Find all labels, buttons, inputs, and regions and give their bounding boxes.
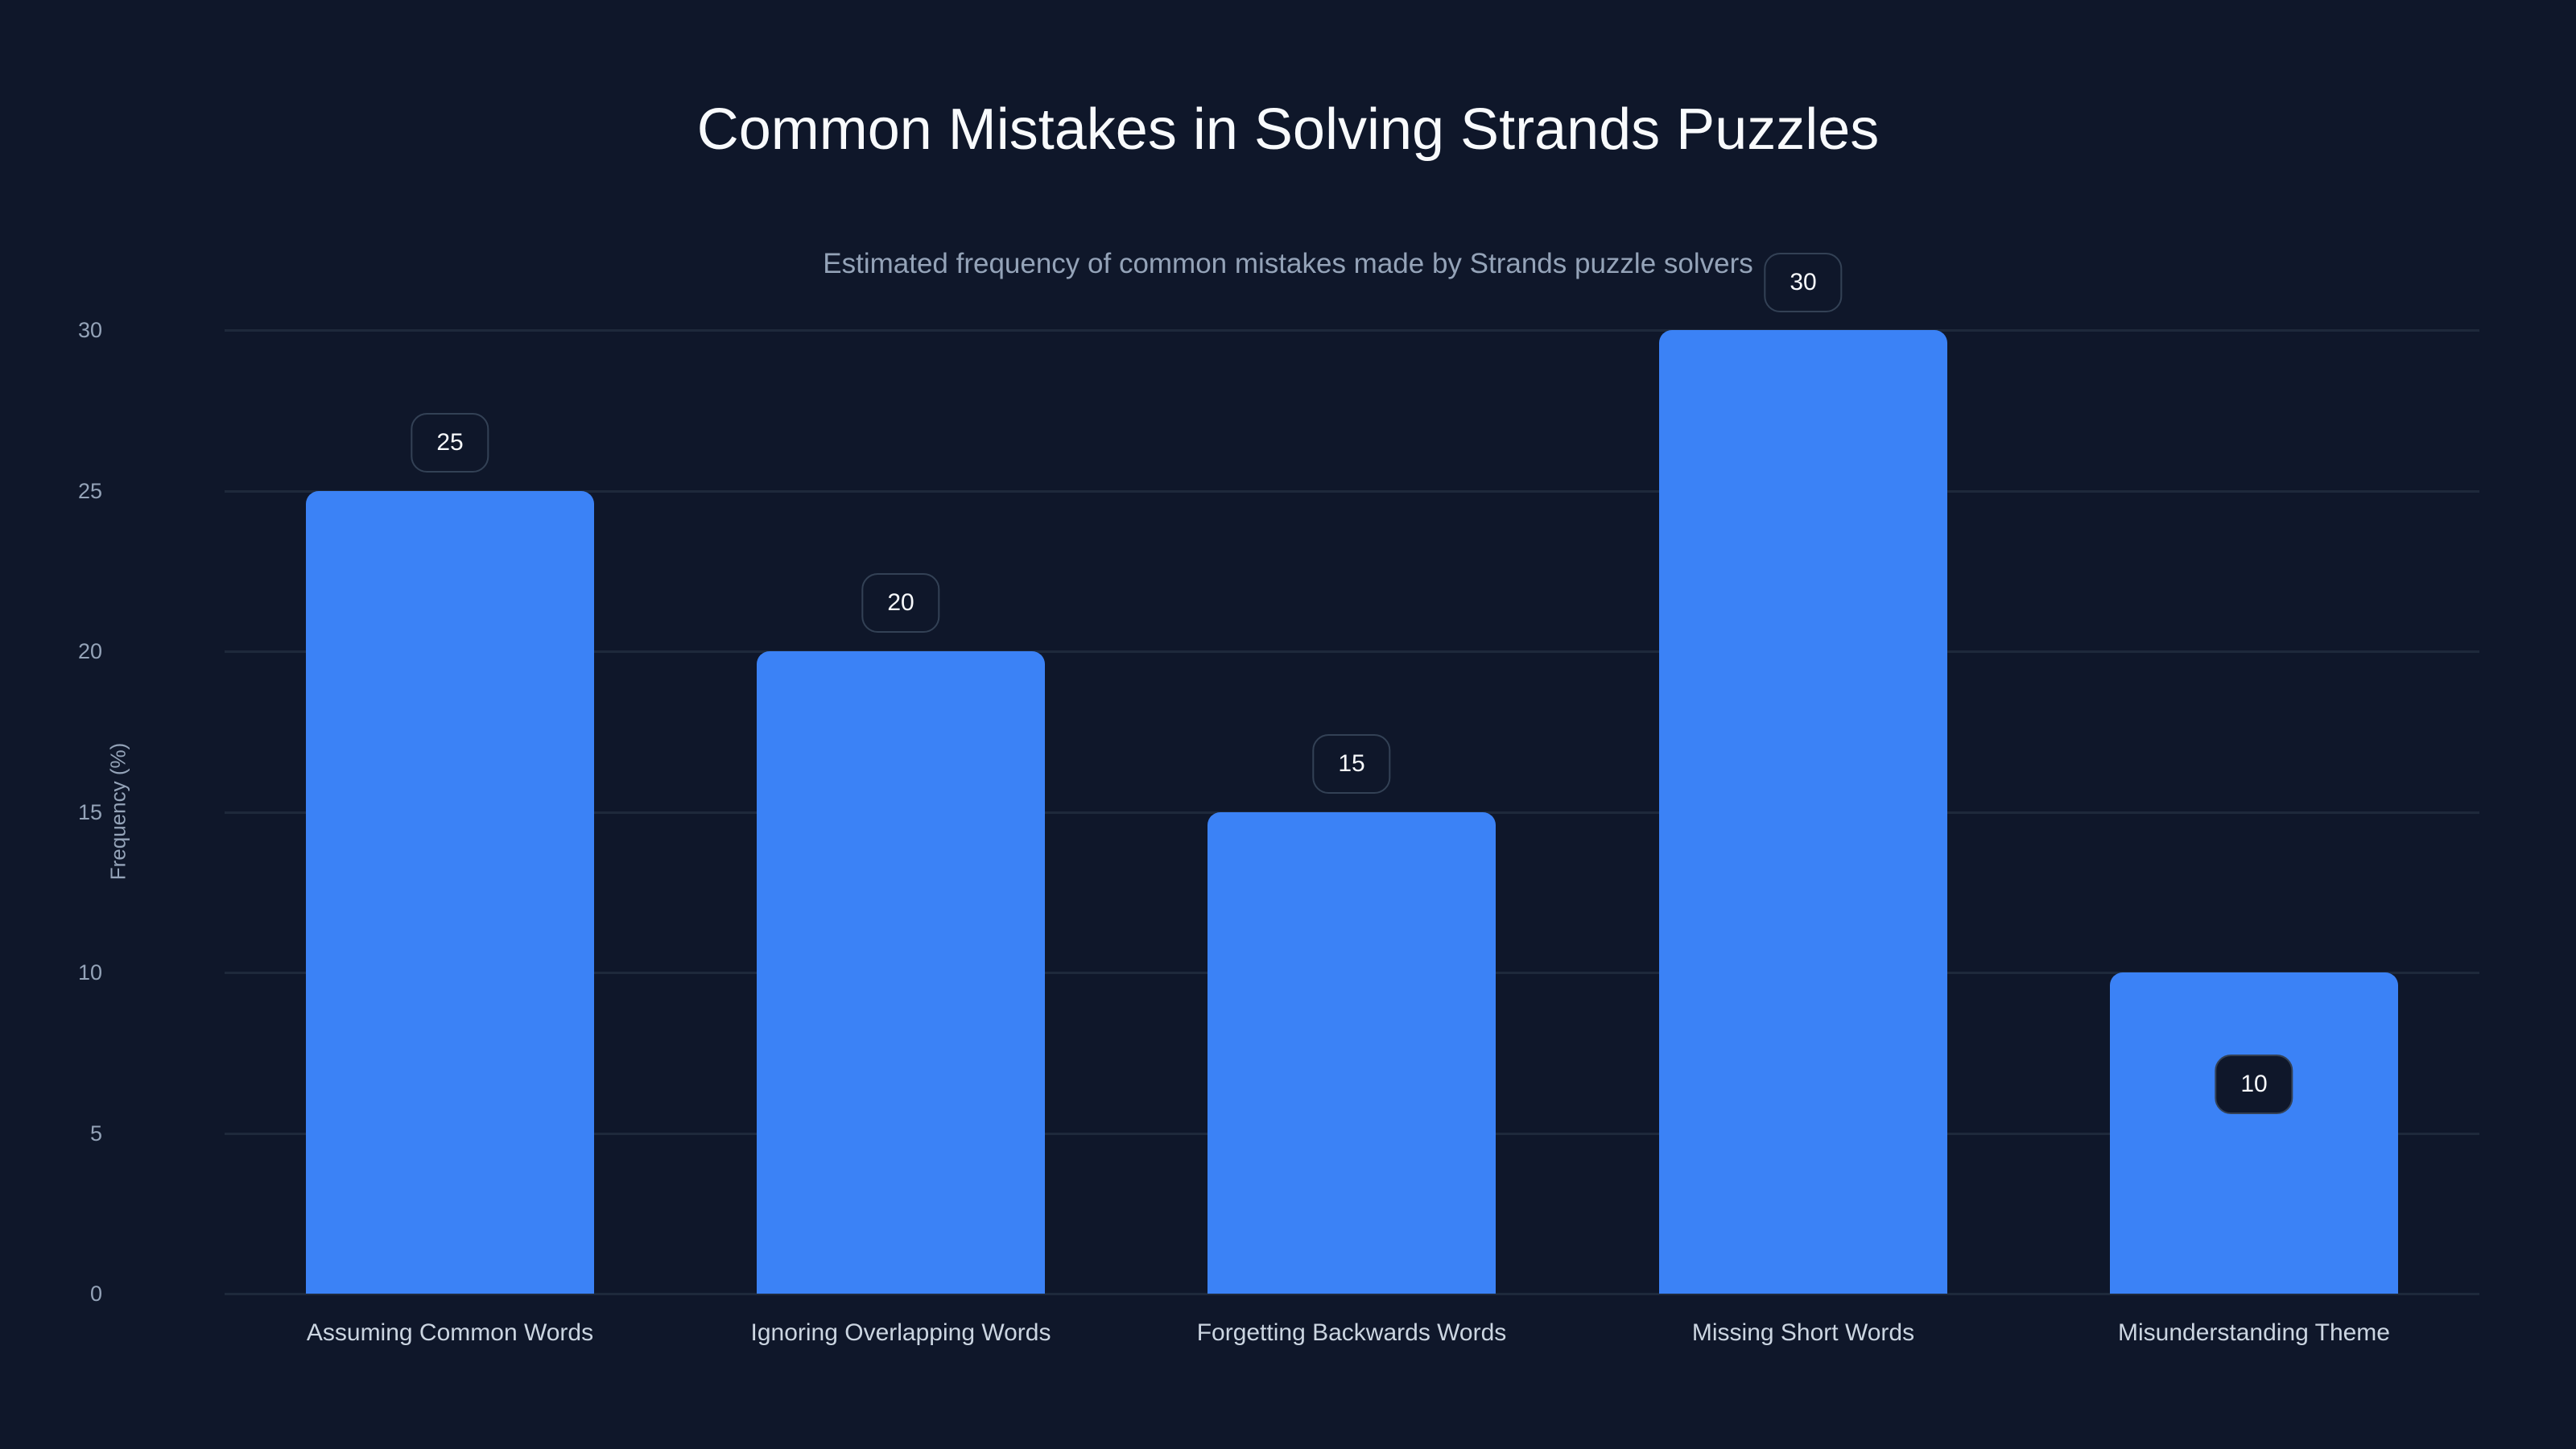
y-tick-0: 0 <box>89 1282 102 1306</box>
bar-ignoring-overlapping-words[interactable] <box>757 651 1045 1294</box>
x-label-assuming-common-words: Assuming Common Words <box>306 1319 594 1346</box>
y-tick-25: 25 <box>77 478 102 503</box>
plot-area: 0 5 10 15 20 25 30 25 20 15 30 10 Assumi… <box>78 253 2479 1346</box>
y-axis-title: Frequency (%) <box>105 742 130 881</box>
y-tick-15: 15 <box>77 799 102 824</box>
value-label-forgetting-backwards-words: 15 <box>1312 733 1391 794</box>
x-label-forgetting-backwards-words: Forgetting Backwards Words <box>1196 1319 1507 1346</box>
bar-assuming-common-words[interactable] <box>306 490 594 1294</box>
gridline-20 <box>225 650 2479 653</box>
gridline-25 <box>225 489 2479 493</box>
x-label-ignoring-overlapping-words: Ignoring Overlapping Words <box>750 1319 1051 1346</box>
y-tick-5: 5 <box>89 1121 102 1146</box>
value-label-assuming-common-words: 25 <box>411 412 489 473</box>
bar-forgetting-backwards-words[interactable] <box>1208 811 1496 1294</box>
value-label-ignoring-overlapping-words: 20 <box>861 573 940 633</box>
x-label-missing-short-words: Missing Short Words <box>1691 1319 1915 1346</box>
bar-missing-short-words[interactable] <box>1659 330 1947 1294</box>
chart-title: Common Mistakes in Solving Strands Puzzl… <box>696 97 1880 162</box>
y-tick-20: 20 <box>77 639 102 663</box>
bar-misunderstanding-theme[interactable] <box>2110 972 2398 1294</box>
y-tick-30: 30 <box>77 318 102 342</box>
y-tick-10: 10 <box>77 960 102 985</box>
chart-subtitle: Estimated frequency of common mistakes m… <box>823 248 1753 279</box>
gridline-30 <box>225 329 2479 332</box>
value-label-misunderstanding-theme: 10 <box>2215 1055 2293 1114</box>
x-label-misunderstanding-theme: Misunderstanding Theme <box>2118 1319 2390 1346</box>
gridline-0 <box>225 1293 2479 1295</box>
value-label-missing-short-words: 30 <box>1764 253 1843 312</box>
